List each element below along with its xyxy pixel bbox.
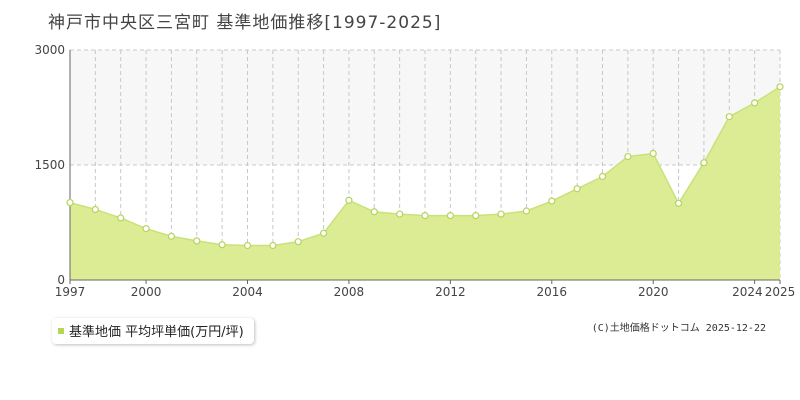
- x-tick-label: 2016: [537, 285, 568, 299]
- data-point: [700, 159, 708, 167]
- data-point: [649, 149, 657, 158]
- data-point: [345, 196, 353, 204]
- data-point: [548, 197, 556, 205]
- data-point: [370, 208, 378, 216]
- data-point: [598, 172, 607, 181]
- y-tick-label: 0: [57, 273, 65, 287]
- x-tick-label: 2024: [732, 285, 763, 299]
- data-point: [573, 185, 581, 193]
- data-point: [91, 205, 99, 214]
- data-point: [624, 152, 632, 161]
- legend: 基準地価 平均坪単価(万円/坪): [52, 318, 254, 344]
- y-tick-label: 1500: [34, 158, 65, 172]
- series-area: [70, 86, 780, 280]
- x-tick-label: 1997: [55, 285, 86, 299]
- data-point: [142, 225, 150, 233]
- x-tick-label: 2000: [131, 285, 162, 299]
- data-point: [294, 238, 302, 246]
- data-point: [776, 83, 784, 91]
- data-point: [167, 232, 176, 240]
- data-point: [193, 237, 201, 245]
- data-point: [396, 210, 404, 218]
- x-tick-label: 2008: [334, 285, 365, 299]
- data-point: [472, 212, 480, 220]
- credit-text: (C)土地価格ドットコム 2025-12-22: [591, 323, 766, 334]
- data-point: [522, 207, 531, 215]
- data-point: [243, 241, 252, 250]
- legend-label: 基準地価 平均坪単価(万円/坪): [69, 325, 244, 340]
- data-point: [269, 241, 277, 250]
- chart-title: 神戸市中央区三宮町 基準地価推移[1997-2025]: [48, 13, 442, 33]
- x-tick-label: 2004: [232, 285, 263, 299]
- x-tick-label: 2025: [765, 285, 796, 299]
- data-point: [218, 241, 226, 249]
- legend-swatch: [58, 327, 64, 334]
- data-point: [497, 210, 505, 218]
- data-point: [725, 113, 733, 121]
- x-tick-label: 2020: [638, 285, 669, 299]
- data-point: [66, 198, 74, 207]
- y-tick-label: 3000: [34, 43, 65, 57]
- data-point: [751, 99, 759, 107]
- data-point: [674, 199, 683, 207]
- data-point: [117, 214, 125, 222]
- data-point: [319, 229, 328, 237]
- data-point: [421, 212, 429, 220]
- x-tick-label: 2012: [435, 285, 466, 299]
- data-point: [446, 212, 454, 220]
